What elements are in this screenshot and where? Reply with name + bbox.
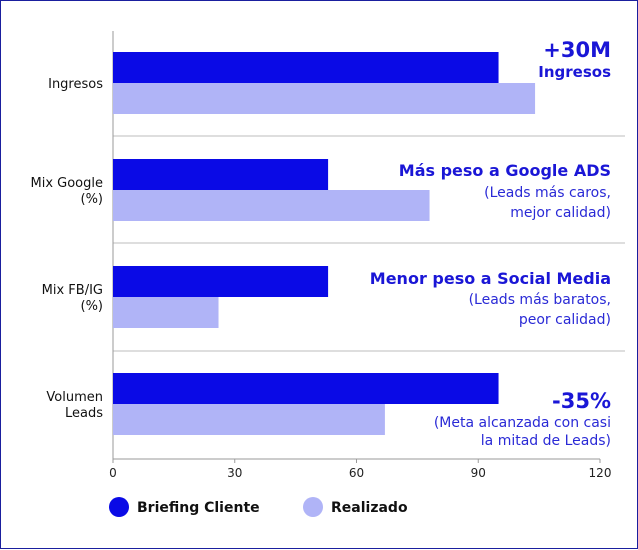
bar-1-0 xyxy=(113,83,536,114)
category-label-2-0: Mix FB/IG xyxy=(42,283,103,298)
category-label-1-0: Mix Google xyxy=(31,176,104,191)
annotation-body-3-0: (Meta alcanzada con casi xyxy=(434,415,611,431)
annotation-head-1-0: Más peso a Google ADS xyxy=(399,161,611,180)
legend-label-1: Realizado xyxy=(331,500,408,516)
annotation-body-1-1: mejor calidad) xyxy=(510,205,611,221)
bar-1-1 xyxy=(113,190,430,221)
annotation-head-2-0: Menor peso a Social Media xyxy=(370,269,611,288)
x-tick-label-0: 0 xyxy=(109,466,117,480)
category-label-1-1: (%) xyxy=(81,192,104,207)
x-tick-label-3: 90 xyxy=(471,466,486,480)
category-label-0-0: Ingresos xyxy=(48,77,103,92)
annotation-body-1-0: (Leads más caros, xyxy=(484,185,611,201)
bar-0-0 xyxy=(113,52,499,83)
annotation-head-0-1: Ingresos xyxy=(538,63,611,81)
category-label-3-0: Volumen xyxy=(46,390,103,405)
category-label-2-1: (%) xyxy=(81,299,104,314)
bar-1-2 xyxy=(113,297,219,328)
legend-marker-0 xyxy=(109,497,129,517)
bar-0-3 xyxy=(113,373,499,404)
annotation-body-2-0: (Leads más baratos, xyxy=(469,292,611,308)
annotation-body-2-1: peor calidad) xyxy=(519,312,611,328)
bar-0-2 xyxy=(113,266,329,297)
annotation-head-0-0: +30M xyxy=(543,38,611,62)
annotation-body-3-1: la mitad de Leads) xyxy=(481,433,611,449)
legend-marker-1 xyxy=(303,497,323,517)
category-label-3-1: Leads xyxy=(65,406,103,421)
bar-1-3 xyxy=(113,404,385,435)
legend-label-0: Briefing Cliente xyxy=(137,500,260,516)
bar-0-1 xyxy=(113,159,329,190)
x-tick-label-2: 60 xyxy=(349,466,364,480)
annotation-head-3-0: -35% xyxy=(552,389,611,413)
x-tick-label-1: 30 xyxy=(227,466,242,480)
x-tick-label-4: 120 xyxy=(589,466,612,480)
